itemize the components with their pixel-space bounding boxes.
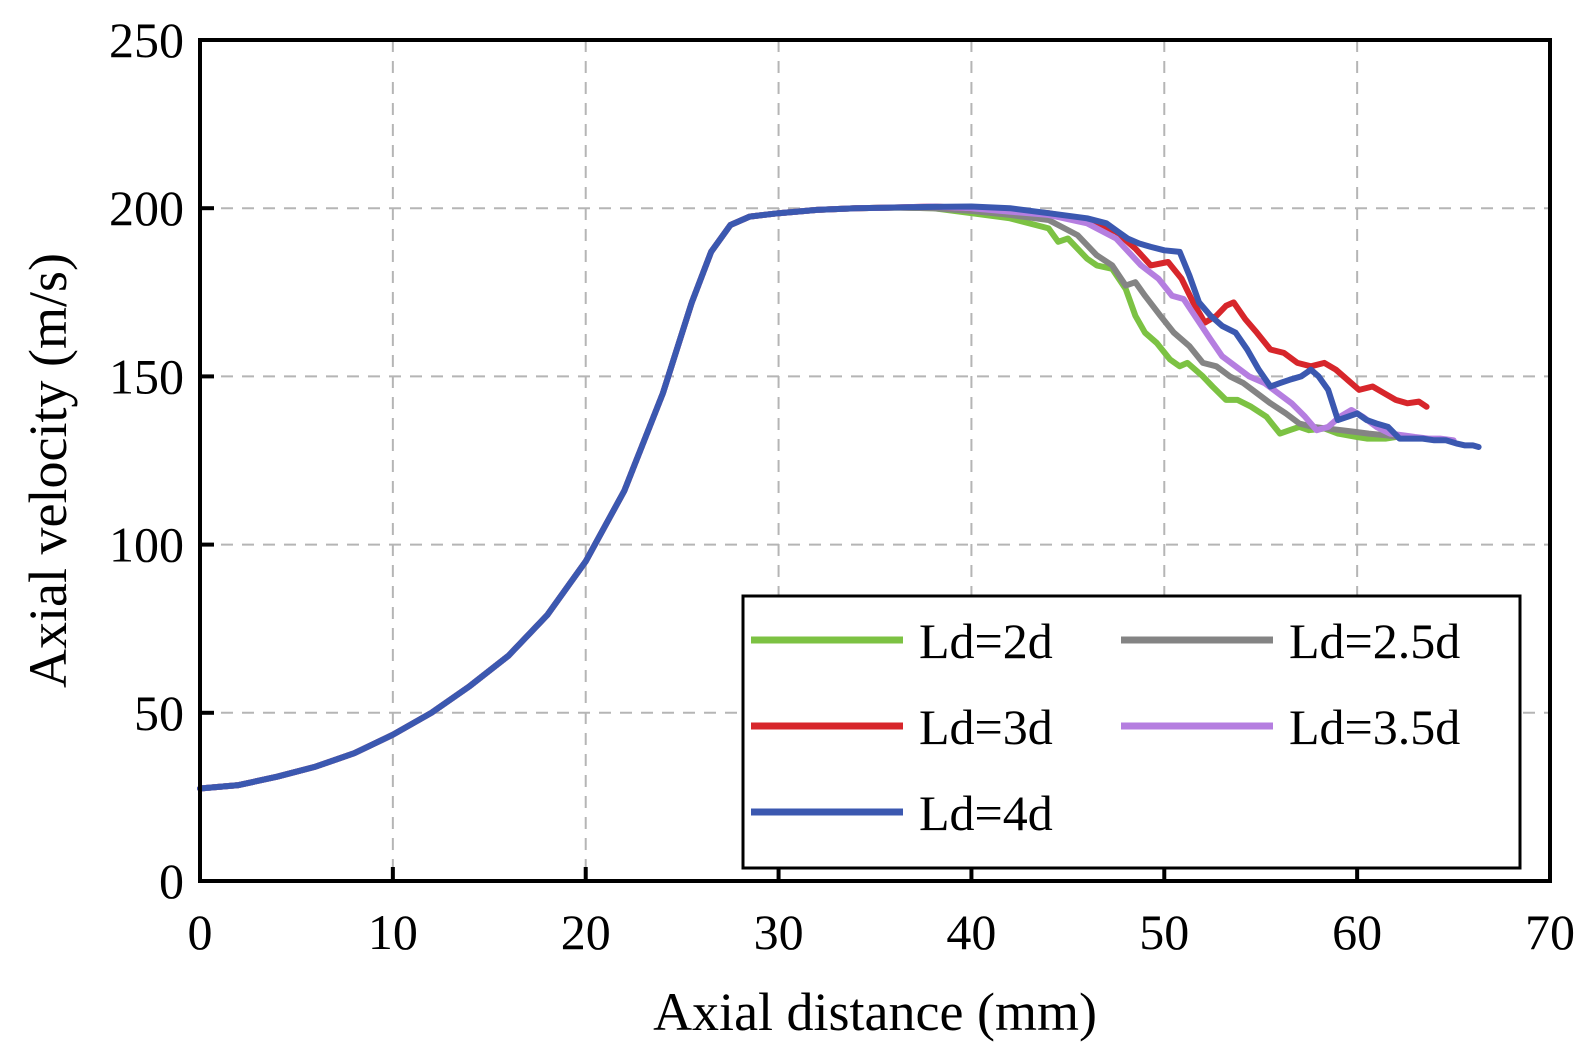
y-tick-label: 50 [134, 685, 184, 741]
x-tick-label: 20 [561, 904, 611, 960]
y-tick-label: 0 [159, 853, 184, 909]
y-axis-title: Axial velocity (m/s) [18, 253, 78, 688]
y-tick-label: 100 [109, 517, 184, 573]
legend-label-ld-4d: Ld=4d [919, 785, 1053, 841]
legend-label-ld-2-5d: Ld=2.5d [1289, 613, 1460, 669]
y-tick-label: 200 [109, 180, 184, 236]
legend-label-ld-3d: Ld=3d [919, 699, 1053, 755]
x-tick-label: 50 [1139, 904, 1189, 960]
y-tick-label: 150 [109, 348, 184, 404]
legend-label-ld-3-5d: Ld=3.5d [1289, 699, 1460, 755]
plot-area-frame [198, 38, 1552, 883]
legend: Ld=2d Ld=2.5d Ld=3d Ld=3.5d Ld=4d [741, 594, 1522, 870]
x-tick-label: 30 [754, 904, 804, 960]
series-lines [197, 203, 1482, 792]
y-tick-label: 250 [109, 12, 184, 68]
x-tick-label: 60 [1332, 904, 1382, 960]
x-axis-title: Axial distance (mm) [653, 982, 1097, 1042]
legend-label-ld-2d: Ld=2d [919, 613, 1053, 669]
series-line-ld-4d [197, 203, 1482, 792]
x-tick-label: 10 [368, 904, 418, 960]
x-tick-label: 0 [188, 904, 213, 960]
axis-ticks: 0 10 20 30 40 50 60 70 0 50 100 150 200 250 [109, 12, 1575, 960]
x-tick-label: 40 [946, 904, 996, 960]
x-tick-label: 70 [1525, 904, 1575, 960]
